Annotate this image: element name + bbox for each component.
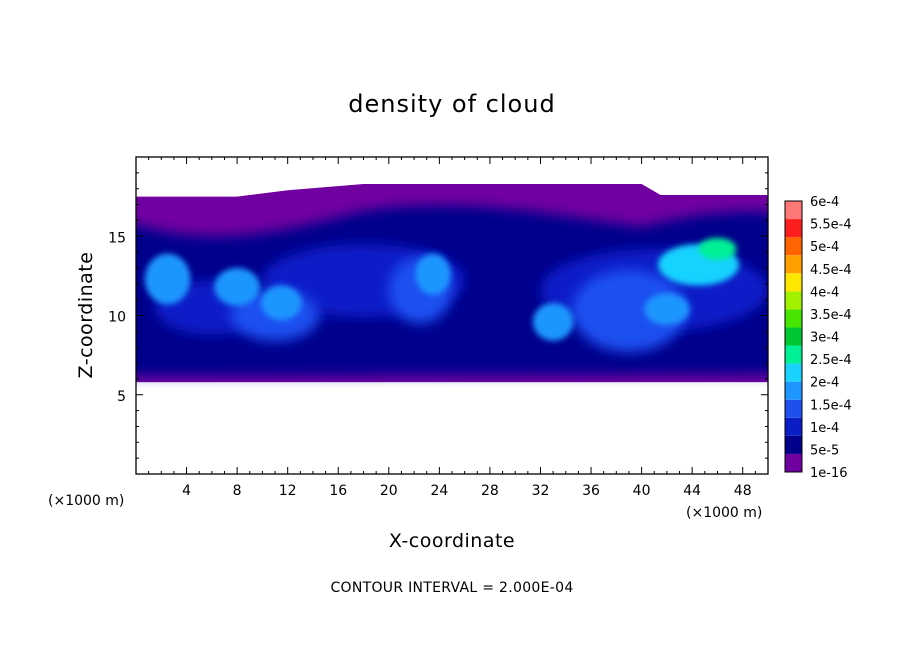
x-tick-label: 4 — [182, 483, 191, 499]
colorbar-swatch — [785, 291, 802, 310]
colorbar-swatch — [785, 381, 802, 400]
x-tick-label: 44 — [683, 483, 701, 499]
colorbar-tick-label: 5e-4 — [810, 240, 839, 255]
colorbar-tick-label: 3.5e-4 — [810, 308, 852, 323]
density-cell — [261, 285, 302, 321]
x-axis-label: X-coordinate — [389, 530, 515, 552]
colorbar-tick-label: 6e-4 — [810, 195, 839, 210]
y-axis-label: Z-coordinate — [75, 252, 97, 379]
colorbar-frame — [784, 200, 803, 473]
x-tick-label: 16 — [329, 483, 347, 499]
colorbar: 1e-16 5e-5 1e-4 1.5e-4 2e-4 2.5e-4 3e-4 3.5e-4 4… — [784, 195, 852, 481]
colorbar-tick-label: 2.5e-4 — [810, 353, 852, 368]
x-tick-label: 20 — [380, 483, 398, 499]
density-cell — [698, 237, 737, 261]
x-tick-label: 36 — [582, 483, 600, 499]
colorbar-tick-label: 2e-4 — [810, 376, 839, 391]
colorbar-tick-label: 1.5e-4 — [810, 398, 852, 413]
colorbar-swatch — [785, 273, 802, 292]
colorbar-tick-label: 5.5e-4 — [810, 218, 852, 233]
density-cell — [214, 267, 260, 306]
x-unit-label-right: (×1000 m) — [686, 505, 762, 521]
x-unit-label-left: (×1000 m) — [48, 493, 124, 509]
colorbar-tick-label: 5e-5 — [810, 443, 839, 458]
colorbar-tick-label: 1e-4 — [810, 421, 839, 436]
density-field — [136, 183, 768, 383]
colorbar-swatch — [785, 237, 802, 256]
colorbar-swatch — [785, 255, 802, 274]
y-tick-label: 5 — [117, 389, 126, 405]
colorbar-swatch — [785, 345, 802, 364]
colorbar-tick-label: 3e-4 — [810, 331, 839, 346]
x-tick-label: 24 — [430, 483, 448, 499]
density-cell — [532, 302, 574, 341]
colorbar-tick-label: 4e-4 — [810, 285, 839, 300]
colorbar-swatch — [785, 219, 802, 238]
density-cell — [415, 253, 451, 295]
colorbar-swatch — [785, 399, 802, 418]
colorbar-swatch — [785, 309, 802, 328]
colorbar-tick-label: 1e-16 — [810, 466, 848, 481]
colorbar-tick-label: 4.5e-4 — [810, 263, 852, 278]
colorbar-swatch — [785, 327, 802, 346]
y-tick-label: 10 — [108, 310, 126, 326]
density-cell — [144, 253, 191, 305]
x-tick-label: 48 — [734, 483, 752, 499]
colorbar-swatch — [785, 363, 802, 382]
x-tick-label: 40 — [633, 483, 651, 499]
colorbar-swatch — [785, 453, 802, 472]
colorbar-swatch — [785, 417, 802, 436]
colorbar-swatch — [785, 201, 802, 220]
x-tick-label: 12 — [279, 483, 297, 499]
x-tick-label: 32 — [532, 483, 550, 499]
chart-title: density of cloud — [348, 90, 555, 118]
density-cell — [572, 269, 686, 352]
x-tick-label: 28 — [481, 483, 499, 499]
colorbar-swatch — [785, 435, 802, 454]
contour-interval-note: CONTOUR INTERVAL = 2.000E-04 — [330, 580, 573, 596]
y-tick-label: 15 — [108, 230, 126, 246]
x-tick-label: 8 — [233, 483, 242, 499]
density-cell — [644, 293, 690, 326]
